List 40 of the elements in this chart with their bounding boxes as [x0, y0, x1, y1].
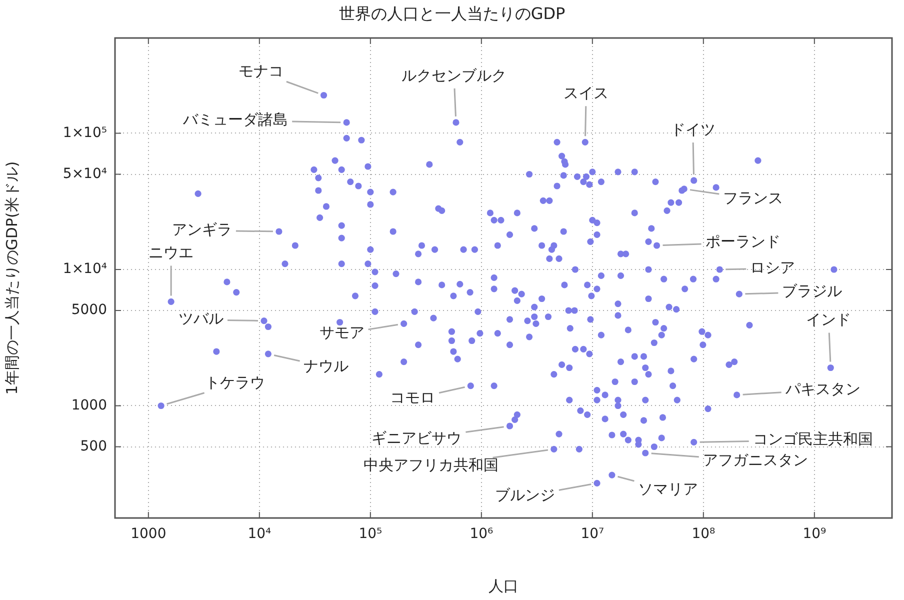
- annotation: フランス: [723, 188, 784, 207]
- annotation: ポーランド: [705, 232, 780, 250]
- annotation: パキスタン: [784, 380, 860, 398]
- annotation: コモロ: [390, 388, 436, 407]
- annotation: 中央アフリカ共和国: [363, 456, 498, 474]
- y-tick-label: 1×10⁴: [62, 261, 108, 278]
- annotation: スイス: [564, 84, 609, 102]
- x-axis-title: 人口: [488, 576, 518, 595]
- annotation: ソマリア: [638, 480, 698, 498]
- annotation: バミューダ諸島: [182, 110, 288, 128]
- x-tick-label: 10⁶: [470, 526, 494, 542]
- annotation: ギニアビサウ: [372, 428, 462, 447]
- annotation: ブルンジ: [495, 486, 556, 504]
- chart-title: 世界の人口と一人当たりのGDP: [338, 4, 566, 24]
- annotation: コンゴ民主共和国: [752, 430, 873, 448]
- annotation: トケラウ: [205, 374, 266, 392]
- y-tick-label: 1×10⁵: [62, 124, 107, 141]
- x-tick-label: 1000: [130, 526, 166, 542]
- annotation: インド: [806, 310, 852, 329]
- x-tick-label: 10⁵: [358, 526, 382, 542]
- annotation: アンギラ: [172, 220, 232, 238]
- annotation: ブラジル: [782, 282, 842, 300]
- y-tick-label: 1000: [71, 397, 107, 414]
- annotation: アフガニスタン: [702, 450, 808, 469]
- annotation: ニウエ: [148, 244, 194, 262]
- annotation: モナコ: [238, 62, 284, 80]
- x-tick-label: 10⁷: [580, 526, 604, 542]
- y-tick-label: 500: [80, 438, 107, 454]
- y-tick-label: 5000: [71, 302, 107, 318]
- x-tick-label: 10⁴: [248, 526, 272, 542]
- annotation: ドイツ: [670, 120, 716, 138]
- annotation: ナウル: [304, 356, 349, 375]
- annotation: ツバル: [178, 310, 224, 328]
- annotation: ルクセンブルク: [401, 66, 506, 84]
- annotation: ロシア: [750, 258, 796, 276]
- y-tick-label: 5×10⁴: [62, 166, 108, 182]
- x-tick-label: 10⁸: [692, 526, 716, 542]
- annotation: サモア: [319, 324, 364, 342]
- y-axis-title: 1年間の一人当たりのGDP(米ドル): [2, 161, 21, 395]
- x-tick-label: 10⁹: [802, 526, 827, 542]
